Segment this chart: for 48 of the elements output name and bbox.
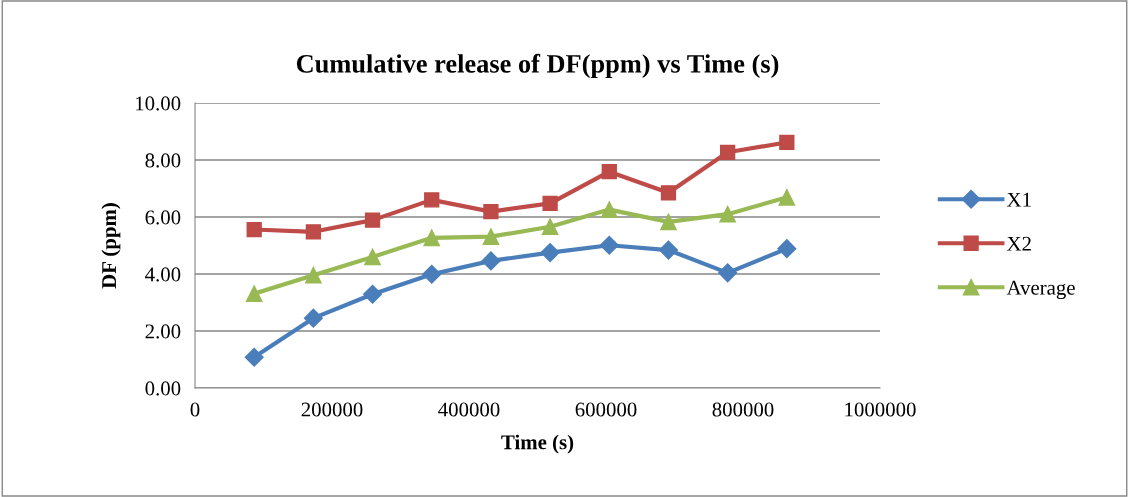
point <box>718 263 738 283</box>
point <box>305 266 322 284</box>
x-tick-label: 200000 <box>301 402 363 417</box>
point <box>777 239 797 259</box>
point <box>601 164 617 180</box>
point <box>660 213 677 231</box>
point <box>720 144 736 160</box>
chart-title: Cumulative release of DF(ppm) vs Time (s) <box>296 53 779 79</box>
point <box>424 192 440 208</box>
legend-label: X1 <box>1006 192 1031 207</box>
point <box>719 205 736 223</box>
point <box>540 243 560 263</box>
point <box>423 229 441 247</box>
point <box>600 201 618 218</box>
x-tick-label: 800000 <box>712 402 774 417</box>
point <box>660 185 677 201</box>
y-tick-label: 10.00 <box>136 96 181 111</box>
point <box>303 308 323 328</box>
point <box>364 212 381 228</box>
point <box>658 240 679 260</box>
legend-label: X2 <box>1006 236 1031 251</box>
point <box>305 224 322 240</box>
x-tick-label: 600000 <box>575 402 637 417</box>
point <box>542 195 558 211</box>
point <box>778 189 796 206</box>
y-tick-label: 6.00 <box>145 210 181 225</box>
x-tick-label: 0 <box>190 402 200 417</box>
point <box>364 248 381 266</box>
point <box>482 228 500 245</box>
point <box>599 235 619 255</box>
point <box>244 347 264 367</box>
point <box>779 134 795 150</box>
point <box>541 218 559 236</box>
point <box>363 284 383 304</box>
y-tick-label: 2.00 <box>145 324 181 339</box>
x-tick-label: 400000 <box>438 402 500 417</box>
x-axis-title: Time (s) <box>501 434 574 454</box>
point <box>422 264 442 284</box>
point <box>481 251 501 271</box>
legend-label: Average <box>1006 280 1075 300</box>
point <box>246 221 262 238</box>
y-tick-label: 0.00 <box>145 381 181 396</box>
y-tick-label: 8.00 <box>145 153 181 168</box>
y-tick-label: 4.00 <box>145 267 181 282</box>
x-tick-label: 1000000 <box>845 402 916 417</box>
point <box>245 285 263 302</box>
point <box>483 203 499 220</box>
y-axis-title: DF (ppm) <box>101 203 121 289</box>
